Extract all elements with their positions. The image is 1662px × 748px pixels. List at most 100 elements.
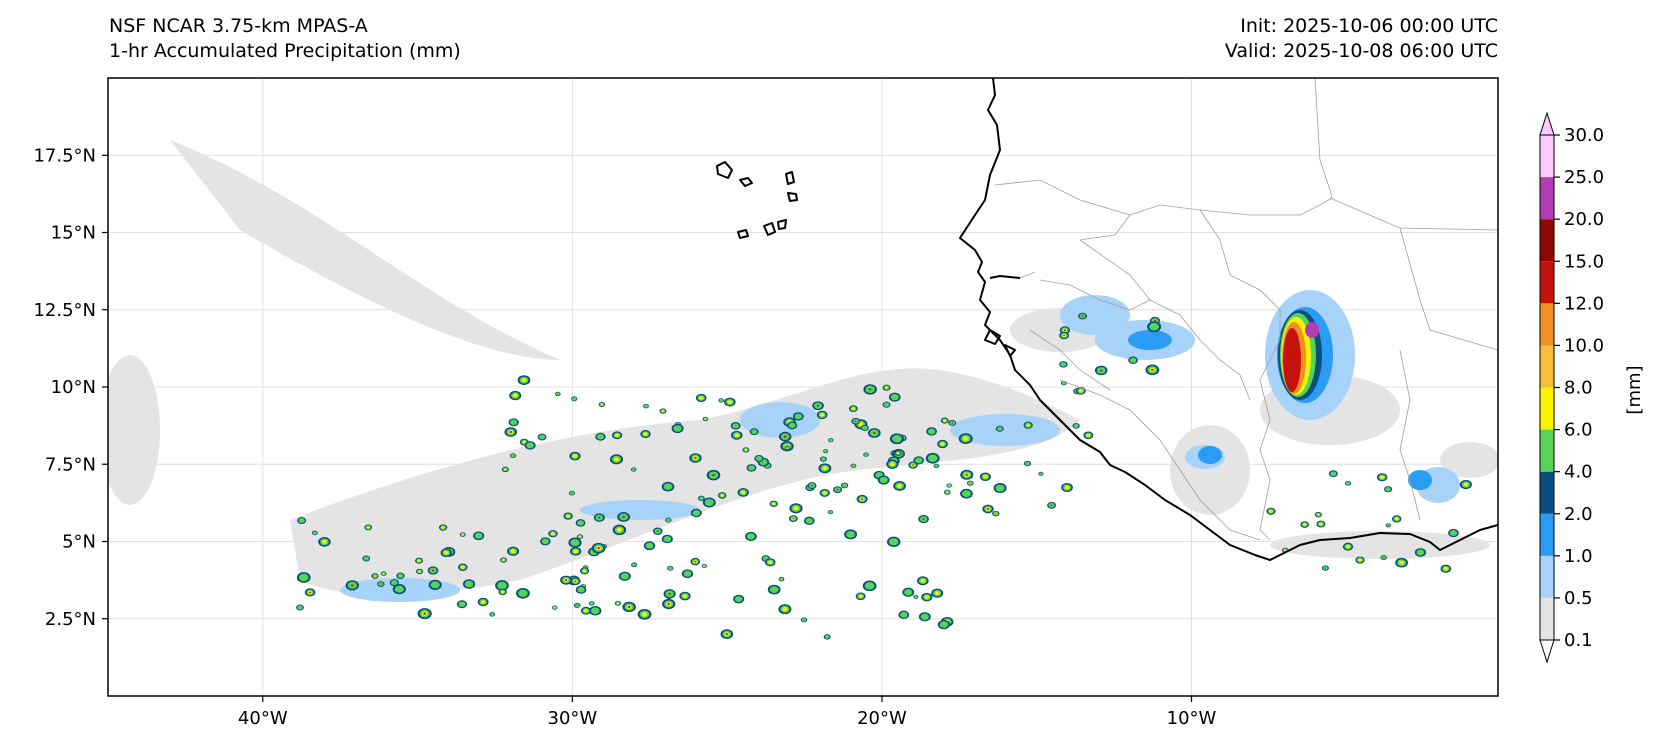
longitude-axis: 40°W 30°W 20°W 10°W [238, 696, 1217, 729]
colorbar-swatch-1 [1540, 555, 1554, 598]
lat-tick-label-6: 17.5°N [33, 145, 96, 166]
precip-cell [926, 427, 938, 436]
precip-cell [560, 575, 572, 585]
precip-cell [380, 571, 387, 576]
precip-cell [958, 433, 973, 444]
colorbar-tick-label-0: 0.1 [1564, 630, 1593, 651]
colorbar-swatch-2 [1540, 513, 1554, 556]
colorbar-tick-label-5: 6.0 [1564, 420, 1593, 441]
precip-cell [1395, 557, 1408, 568]
field-name: 1-hr Accumulated Precipitation (mm) [109, 40, 461, 62]
precip-cell [855, 592, 866, 601]
precip-cell [803, 516, 815, 525]
precip-cell [552, 605, 558, 610]
precip-cell [862, 580, 877, 592]
precip-cell [1328, 470, 1338, 478]
precip-cell [960, 469, 974, 480]
precip-cell [787, 421, 798, 430]
precip-cell [863, 384, 877, 395]
precip-cell [917, 576, 929, 586]
precip-cell [622, 601, 636, 613]
precip-cell [856, 494, 868, 504]
precip-cell [1392, 515, 1402, 523]
precip-cell [946, 483, 952, 488]
precip-cell [495, 580, 509, 591]
precip-cell [296, 604, 304, 611]
precip-cell [667, 565, 674, 571]
precip-cell [1145, 364, 1160, 376]
precip-cell [1061, 482, 1073, 493]
precip-cell [717, 492, 727, 499]
precip-cell [812, 401, 824, 411]
lon-tick-label-2: 20°W [857, 708, 907, 729]
precip-cell [894, 450, 902, 456]
precip-cell [540, 537, 551, 546]
precip-cell [509, 453, 517, 459]
precip-cell [588, 601, 595, 606]
colorbar-swatch-3 [1540, 471, 1554, 514]
precip-cell [415, 557, 423, 564]
precip-cell [948, 419, 957, 426]
precip-cell [816, 410, 828, 420]
precip-cell [438, 524, 448, 531]
precip-cell [516, 587, 530, 599]
colorbar-tick-label-7: 10.0 [1564, 335, 1604, 356]
precip-cell [1266, 507, 1276, 515]
precip-cell [769, 500, 778, 507]
precip-cell [982, 504, 994, 514]
lat-tick-label-1: 5°N [62, 532, 96, 553]
colorbar-tick-label-9: 15.0 [1564, 251, 1604, 272]
precip-cell [417, 608, 432, 620]
precip-cell [631, 562, 638, 568]
coastlines [716, 78, 1498, 561]
colorbar-min-extend [1539, 639, 1555, 664]
precip-cell [575, 519, 586, 527]
precip-cell [844, 529, 858, 540]
precip-cell [1094, 365, 1108, 376]
precip-cell [416, 568, 424, 575]
precip-cell [925, 452, 940, 464]
precip-cell [618, 571, 631, 581]
precip-cell [362, 555, 371, 562]
precip-cell [882, 384, 891, 391]
precip-core-cell [1278, 310, 1322, 400]
precip-cell [318, 537, 331, 547]
precip-cell [663, 589, 676, 599]
lat-tick-label-5: 15°N [51, 223, 96, 244]
latitude-axis: 2.5°N 5°N 7.5°N 10°N 12.5°N 15°N 17.5°N [33, 145, 108, 630]
precip-cell [819, 488, 830, 497]
precip-cell [863, 452, 869, 457]
precip-cell [571, 396, 578, 402]
colorbar-swatch-4 [1540, 429, 1554, 472]
precip-cell [701, 563, 707, 568]
precip-cell [848, 405, 858, 413]
precip-cell [1128, 356, 1138, 365]
precip-cell [992, 510, 1000, 517]
lon-tick-label-1: 30°W [548, 708, 598, 729]
precip-cell [659, 408, 667, 414]
precip-cell [840, 482, 849, 489]
time-info: Init: 2025-10-06 00:00 UTC Valid: 2025-1… [1225, 14, 1498, 64]
precip-cell [643, 541, 656, 551]
precip-cell [477, 597, 489, 607]
precip-cell [681, 569, 694, 579]
precip-cell [1078, 312, 1088, 320]
precip-cell [652, 527, 663, 535]
precip-cell [792, 412, 804, 421]
precip-cell [944, 489, 951, 495]
precip-cell [371, 573, 379, 579]
precip-cell [784, 445, 790, 451]
precip-cell [389, 579, 399, 587]
precip-cell [702, 416, 709, 422]
colorbar-tick-label-4: 4.0 [1564, 462, 1593, 483]
precip-cell [1059, 331, 1070, 340]
colorbar-swatch-6 [1540, 345, 1554, 388]
precip-cell [1072, 423, 1080, 429]
precip-cell [818, 463, 832, 474]
precip-cell [1448, 528, 1459, 538]
model-name: NSF NCAR 3.75-km MPAS-A [109, 15, 368, 37]
precip-cell [1147, 321, 1162, 333]
precip-cell [730, 422, 741, 430]
precip-cell [913, 594, 919, 599]
precip-cell [537, 433, 547, 441]
